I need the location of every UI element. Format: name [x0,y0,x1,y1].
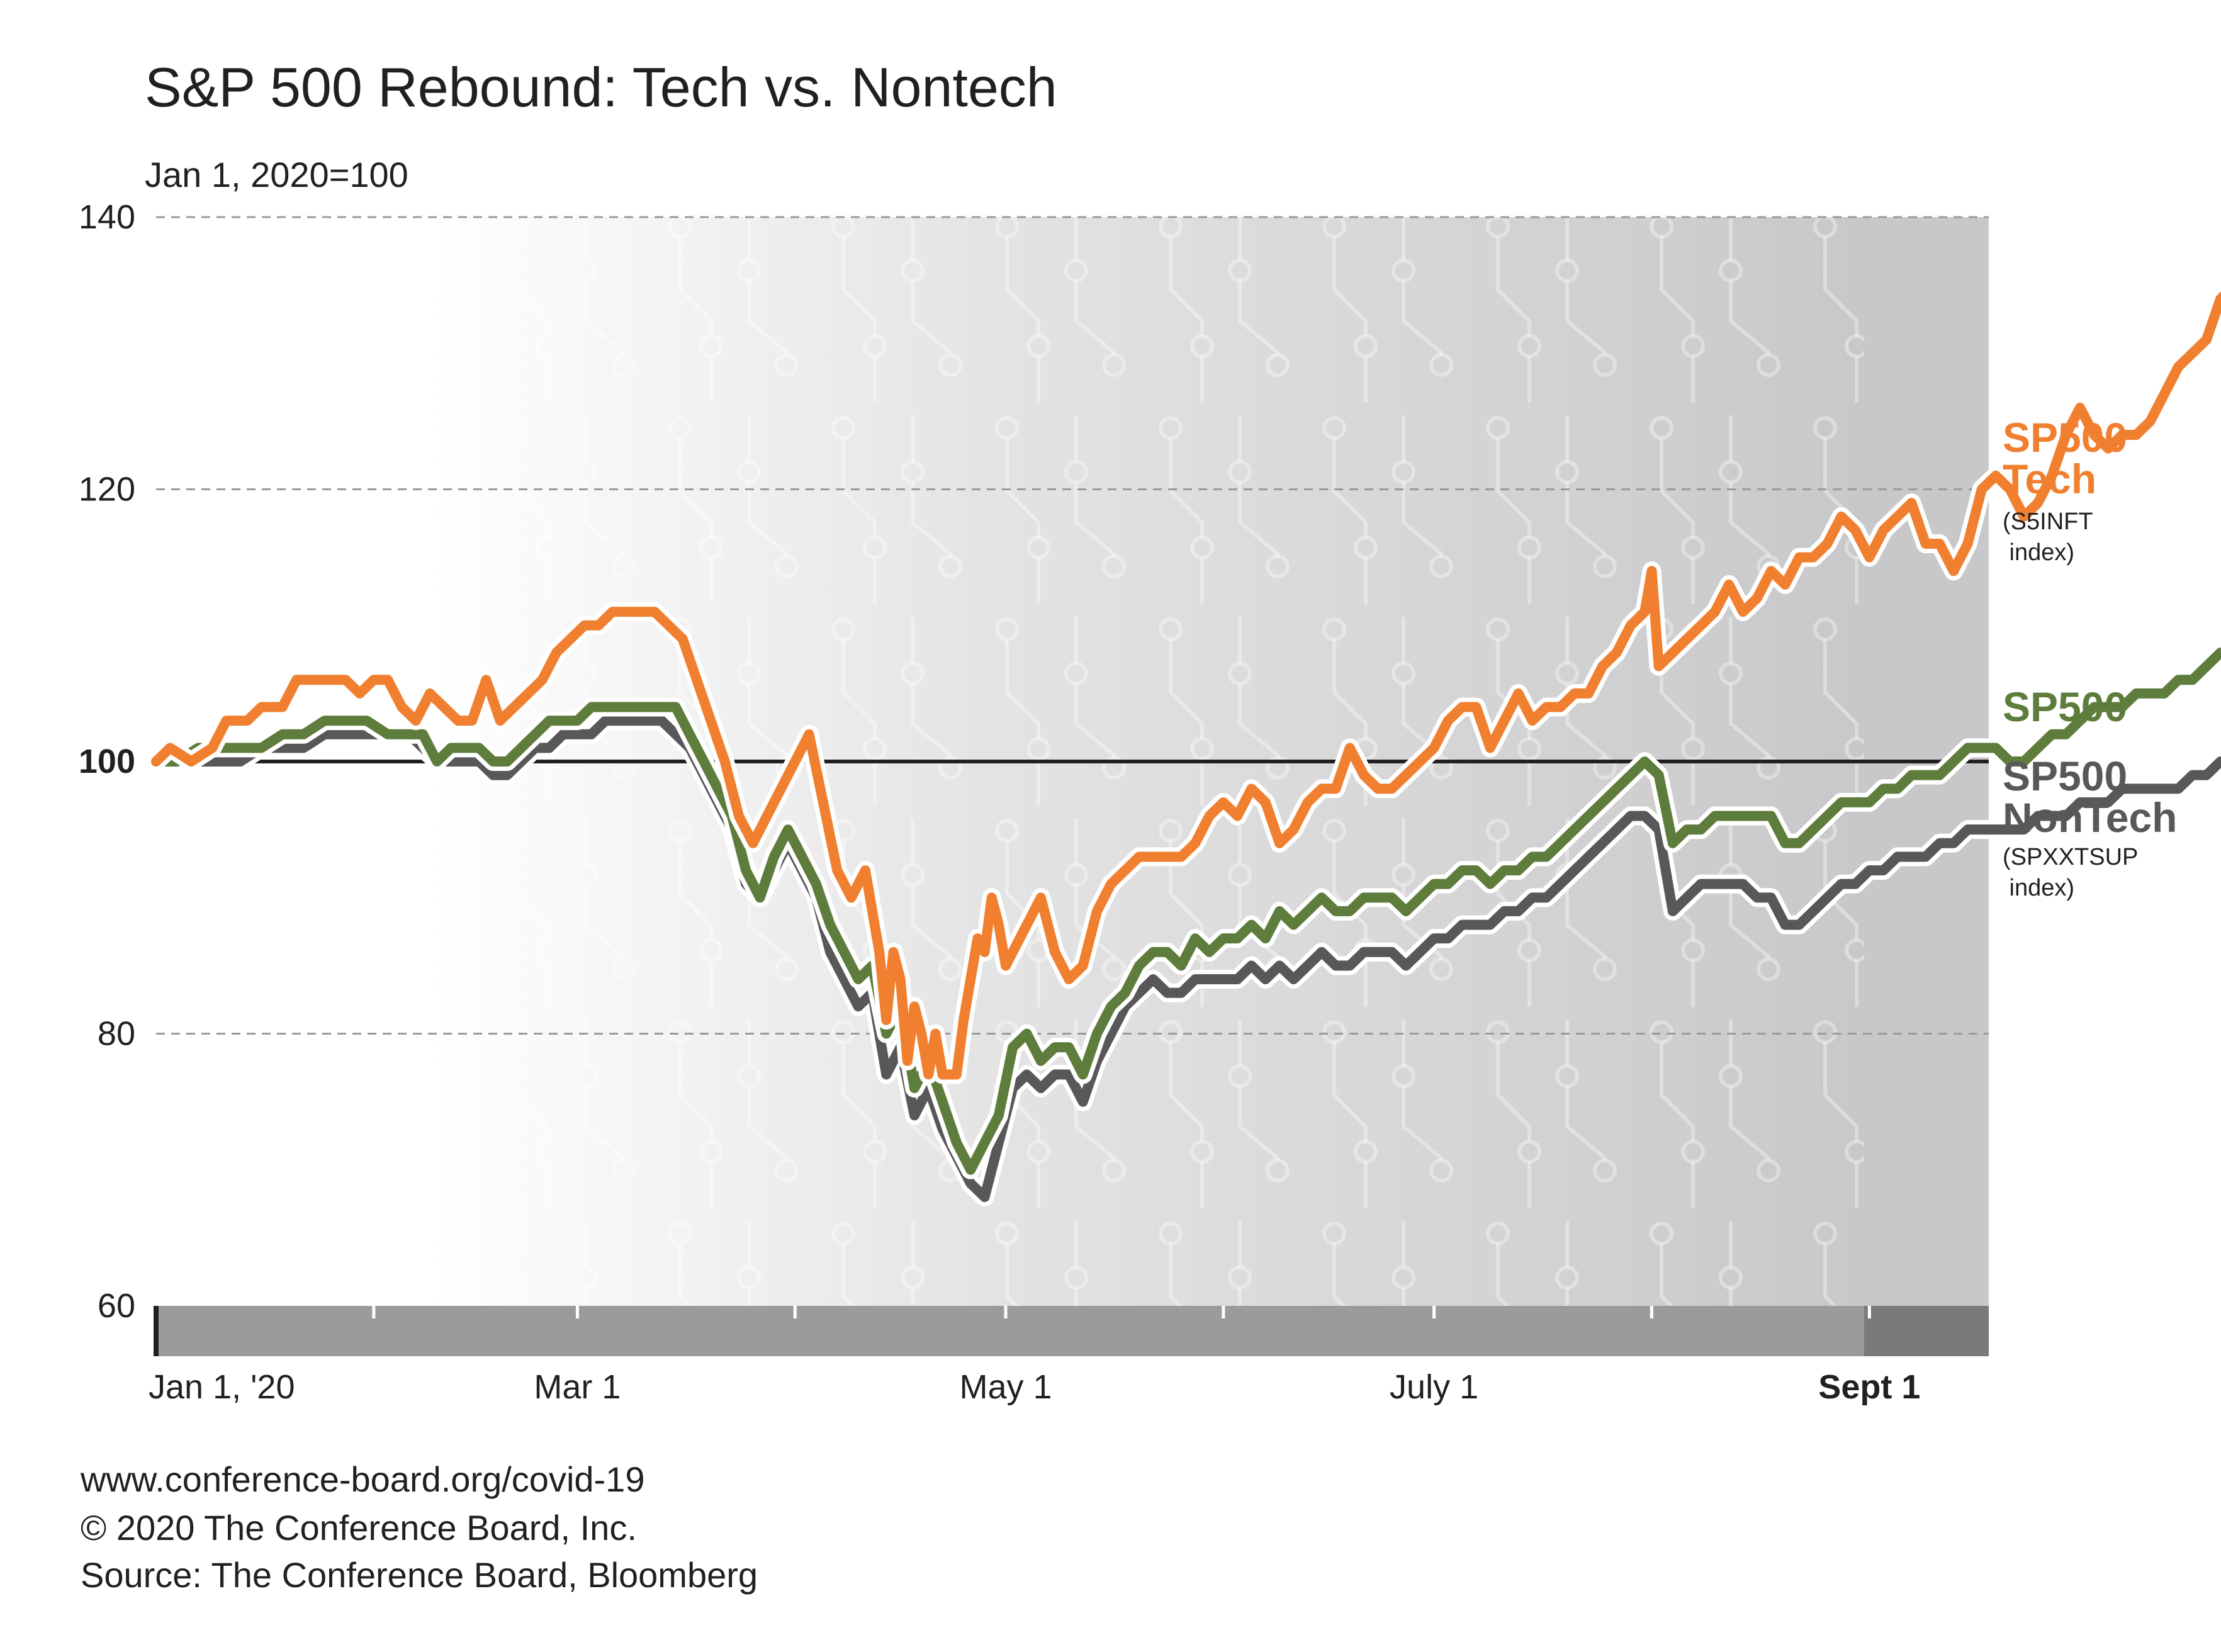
tech-line [151,291,2221,1080]
chart-subtitle: Jan 1, 2020=100 [145,155,408,194]
x-tick-label: May 1 [959,1368,1052,1406]
nontech-index-note: (SPXXTSUP index) [2003,844,2139,902]
x-axis-ticks: Jan 1, '20 Mar 1 May 1 July 1 Sept 1 [149,1306,1920,1406]
x-tick-label: Sept 1 [1818,1368,1920,1406]
time-axis-band [156,1306,1864,1356]
chart-title: S&P 500 Rebound: Tech vs. Nontech [145,56,1057,118]
sp500-series-label: SP500 [2003,683,2128,730]
x-tick-label: Jan 1, '20 [149,1368,295,1406]
footer-url: www.conference-board.org/covid-19 [81,1459,645,1499]
y-tick-label: 60 [98,1287,135,1325]
x-tick-label: Mar 1 [534,1368,621,1406]
time-axis-band-recent [1864,1306,1989,1356]
nontech-label-line2: NonTech [2003,794,2178,841]
footer-copyright: © 2020 The Conference Board, Inc. [81,1508,637,1548]
y-tick-label: 100 [79,743,135,780]
x-tick-label: July 1 [1390,1368,1478,1406]
y-axis-ticks: 60 80 100 120 140 [79,198,135,1325]
tech-index-note: (S5INFT index) [2003,509,2093,566]
y-tick-label: 80 [98,1015,135,1053]
y-tick-label: 140 [79,198,135,236]
y-tick-label: 120 [79,471,135,509]
nontech-label-line1: SP500 [2003,753,2128,799]
footer-source: Source: The Conference Board, Bloomberg [81,1555,758,1595]
sp500-line [151,648,2221,1175]
tech-label-line2: Tech [2003,456,2097,502]
nontech-series-label: SP500 NonTech [2003,755,2177,838]
series-layer [147,285,2221,1206]
tech-label-line1: SP500 [2003,414,2128,461]
tech-series-label: SP500 Tech [2003,417,2127,500]
gridlines [156,216,1989,1035]
nontech-line [151,716,2221,1202]
